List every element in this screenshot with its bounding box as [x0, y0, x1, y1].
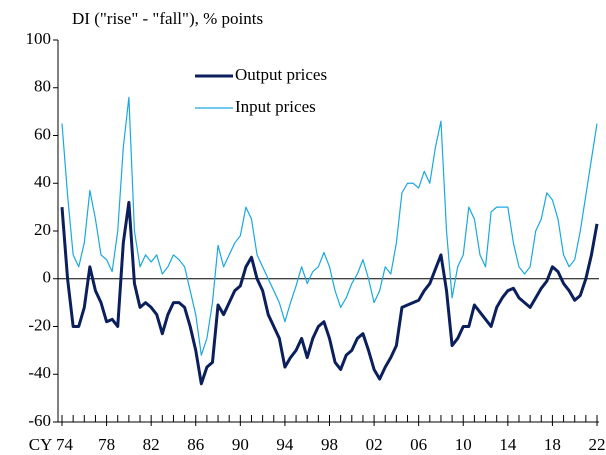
y-tick-label: 100	[26, 29, 52, 48]
y-tick-label: 60	[34, 124, 51, 143]
y-tick-label: 80	[34, 77, 51, 96]
x-tick-label: 22	[589, 435, 606, 454]
legend-label: Input prices	[235, 97, 316, 116]
x-tick-label: 18	[544, 435, 561, 454]
y-tick-label: -20	[28, 315, 51, 334]
x-tick-label: 02	[366, 435, 383, 454]
legend-label: Output prices	[235, 65, 327, 84]
y-tick-label: -60	[28, 411, 51, 430]
series-line	[60, 200, 599, 386]
chart-title: DI ("rise" - "fall"), % points	[72, 9, 263, 28]
x-tick-label: 78	[98, 435, 115, 454]
x-tick-label: 94	[276, 435, 294, 454]
y-tick-label: 20	[34, 220, 51, 239]
x-tick-label: 90	[232, 435, 249, 454]
x-tick-label: 82	[143, 435, 160, 454]
series-line	[61, 96, 598, 356]
y-tick-label: 0	[43, 268, 52, 287]
y-tick-label: -40	[28, 363, 51, 382]
x-tick-label: 98	[321, 435, 338, 454]
x-tick-label: 14	[499, 435, 517, 454]
x-tick-label: 86	[187, 435, 204, 454]
x-tick-label: 10	[455, 435, 472, 454]
x-tick-label: 06	[410, 435, 427, 454]
x-tick-label: CY 74	[29, 435, 74, 454]
y-tick-label: 40	[34, 172, 51, 191]
